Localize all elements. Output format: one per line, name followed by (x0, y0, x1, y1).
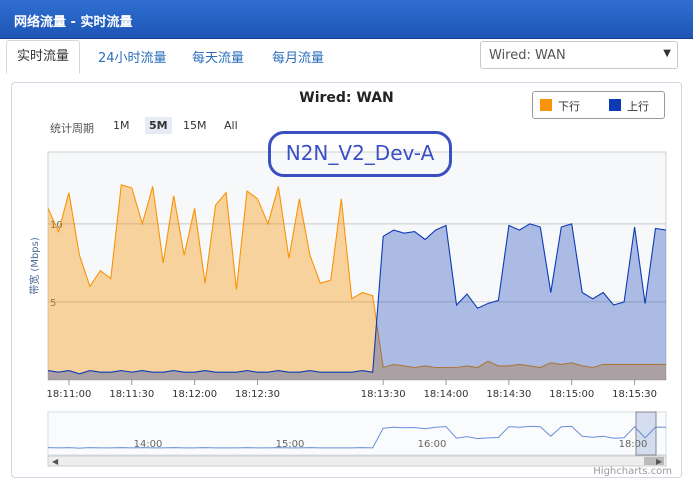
range-button-all[interactable]: All (224, 119, 238, 132)
legend-label-upload[interactable]: 上行 (627, 100, 649, 113)
watermark-annotation: N2N_V2_Dev-A (268, 131, 452, 177)
range-button-15m[interactable]: 15M (183, 119, 207, 132)
tab-realtime[interactable]: 实时流量 (6, 40, 81, 74)
window-title: 网络流量 - 实时流量 (14, 15, 133, 30)
range-button-5m[interactable]: 5M (145, 117, 172, 134)
chart-legend: 下行 上行 (532, 91, 665, 119)
legend-swatch-upload (609, 99, 621, 111)
interface-select[interactable]: Wired: WAN ▼ (480, 41, 678, 69)
chart-title: Wired: WAN (299, 90, 394, 106)
tab-monthly[interactable]: 每月流量 (272, 51, 325, 66)
tab-daily[interactable]: 每天流量 (192, 51, 245, 66)
window-titlebar: 网络流量 - 实时流量 (0, 0, 693, 39)
range-button-1m[interactable]: 1M (113, 119, 130, 132)
chart-credits[interactable]: Highcharts.com (593, 466, 672, 477)
tab-bar: 实时流量 24小时流量 每天流量 每月流量 (0, 38, 693, 74)
range-selector-label: 统计周期 (50, 122, 94, 135)
legend-swatch-download (540, 99, 552, 111)
interface-select-value: Wired: WAN (489, 48, 566, 63)
tab-24h[interactable]: 24小时流量 (98, 51, 167, 66)
legend-label-download[interactable]: 下行 (558, 100, 580, 113)
watermark-text: N2N_V2_Dev-A (285, 141, 435, 165)
chevron-down-icon: ▼ (663, 48, 671, 59)
